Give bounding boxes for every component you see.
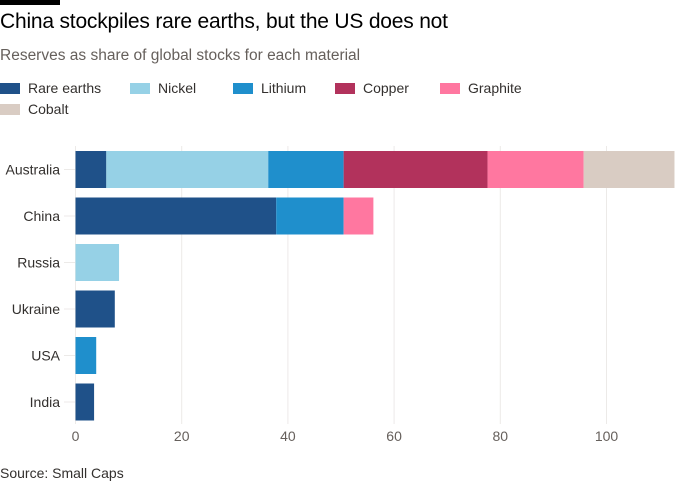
bar-australia-lithium [268, 151, 344, 188]
legend-label: Nickel [158, 80, 197, 96]
legend-label: Copper [363, 80, 409, 96]
bar-china-lithium [276, 197, 344, 235]
legend-item: Copper [335, 78, 409, 98]
category-label: India [30, 394, 61, 410]
legend-item: Nickel [130, 78, 196, 98]
legend-label: Cobalt [28, 101, 69, 117]
bar-india-rare-earths [75, 383, 95, 421]
x-tick-label: 100 [595, 428, 619, 444]
x-tick-label: 20 [174, 428, 190, 444]
bar-australia-copper [343, 151, 488, 188]
bar-australia-cobalt [583, 151, 675, 188]
bar-china-rare-earths [75, 197, 277, 235]
legend-swatch [440, 82, 460, 94]
category-label: Ukraine [12, 301, 60, 317]
category-label: Russia [17, 255, 60, 271]
source-note: Source: Small Caps [0, 465, 124, 481]
bar-australia-graphite [487, 151, 584, 188]
category-label: China [23, 208, 60, 224]
legend-swatch [335, 82, 355, 94]
chart-plot: Australia China Russia Ukraine USA India 0 20 4… [6, 146, 675, 444]
bar-usa-lithium [75, 337, 97, 374]
chart-subtitle: Reserves as share of global stocks for e… [0, 47, 361, 64]
bar-china-graphite [343, 197, 374, 235]
legend-swatch [130, 82, 150, 94]
category-label: Australia [6, 162, 61, 178]
category-labels: Australia China Russia Ukraine USA India [6, 162, 61, 411]
legend-item: Lithium [233, 78, 306, 98]
legend-label: Graphite [468, 80, 522, 96]
legend-label: Lithium [261, 80, 307, 96]
legend-item: Graphite [440, 78, 522, 98]
legend-item: Cobalt [0, 99, 68, 119]
category-label: USA [31, 348, 60, 364]
legend-swatch [0, 103, 20, 115]
legend-item: Rare earths [0, 78, 101, 98]
x-tick-label: 0 [72, 428, 80, 444]
bar-australia-rare-earths [75, 151, 107, 188]
legend-swatch [233, 82, 253, 94]
x-tick-label: 80 [493, 428, 509, 444]
bar-australia-nickel [106, 151, 269, 188]
chart-title: China stockpiles rare earths, but the US… [0, 10, 448, 33]
x-tick-labels: 0 20 40 60 80 100 [72, 428, 619, 444]
bar-russia-nickel [75, 244, 120, 281]
brand-bar [0, 0, 60, 5]
bars [75, 151, 675, 421]
x-tick-label: 60 [386, 428, 402, 444]
gridlines [64, 146, 607, 424]
bar-ukraine-rare-earths [75, 290, 115, 328]
x-tick-label: 40 [280, 428, 296, 444]
legend-label: Rare earths [28, 80, 102, 96]
legend-swatch [0, 82, 20, 94]
